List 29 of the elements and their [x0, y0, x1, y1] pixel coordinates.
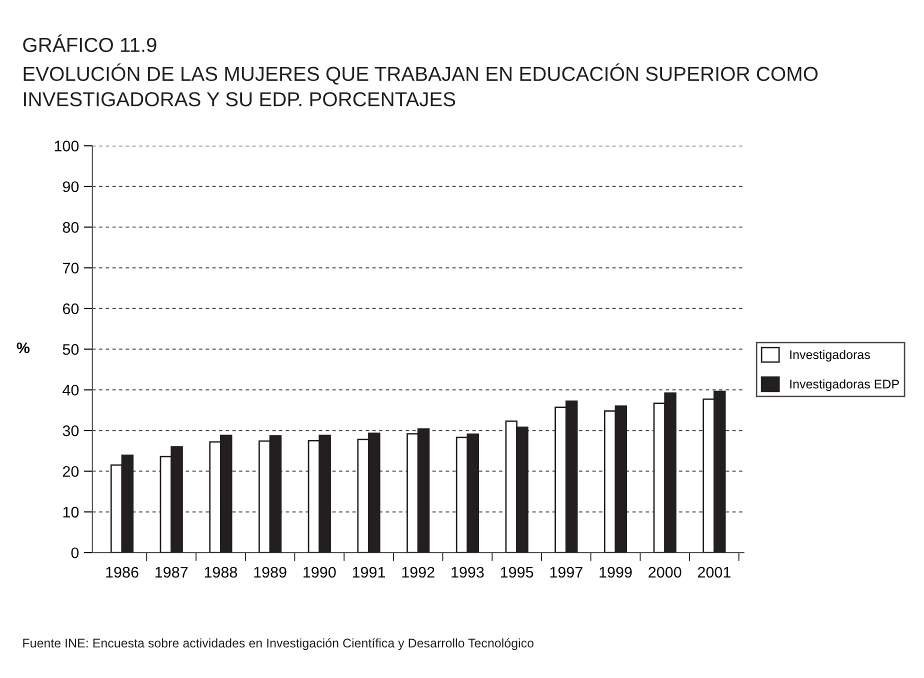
- x-tick-label: 2000: [648, 566, 682, 578]
- y-axis-title: %: [16, 342, 30, 354]
- x-tick-label: 1997: [550, 566, 582, 578]
- x-tick-label: 1989: [254, 566, 286, 578]
- y-tick-label: 0: [71, 547, 79, 558]
- x-tick-label: 1990: [304, 566, 336, 578]
- legend-label: Investigadoras: [790, 350, 870, 362]
- y-tick-label: 30: [62, 425, 79, 436]
- y-tick-label: 60: [62, 303, 79, 314]
- y-tick-label: 10: [63, 506, 79, 518]
- source-note: Fuente INE: Encuesta sobre actividades en Investigación Científica y Desarrollo Tecnológico: [23, 638, 534, 650]
- y-tick-label: 40: [62, 384, 79, 396]
- x-tick-label: 1988: [204, 566, 238, 578]
- x-tick-label: 1993: [452, 566, 484, 578]
- y-tick-label: 20: [62, 466, 79, 477]
- y-tick-label: 50: [62, 344, 79, 355]
- y-tick-label: 80: [62, 222, 79, 233]
- x-tick-label: 1986: [106, 566, 138, 578]
- legend-label: Investigadoras EDP: [790, 379, 899, 391]
- x-tick-label: 1995: [500, 566, 534, 578]
- y-tick-label: 90: [62, 181, 79, 192]
- x-tick-label: 1991: [352, 566, 386, 578]
- y-tick-label: 70: [62, 262, 79, 274]
- x-tick-label: 2001: [698, 566, 730, 578]
- x-tick-label: 1987: [156, 566, 188, 578]
- chart-title: GRÁFICO 11.9 EVOLUCIÓN DE LAS MUJERES QUE TRABAJAN EN EDUCACIÓN SUPERIOR COMO INVESTIGADORAS Y SU EDP. PORCENTAJES: [23, 34, 818, 106]
- x-tick-label: 1992: [402, 566, 434, 578]
- x-tick-label: 1999: [600, 566, 632, 578]
- y-tick-label: 100: [54, 140, 79, 152]
